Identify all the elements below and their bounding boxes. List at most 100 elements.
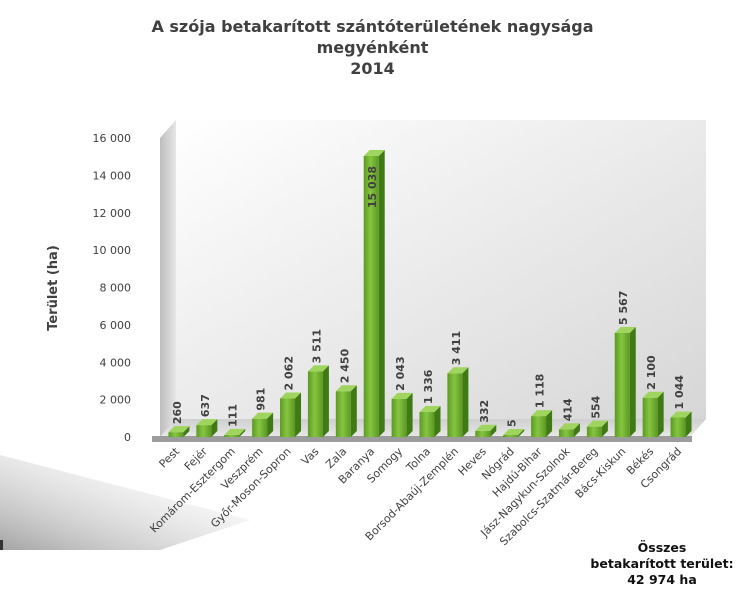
bar-front — [168, 432, 184, 437]
bar-side — [490, 424, 497, 437]
bar — [280, 392, 302, 437]
total-line-2: betakarított terület: — [590, 556, 734, 571]
bar — [503, 429, 525, 437]
data-label: 637 — [199, 394, 212, 417]
data-label: 2 062 — [283, 356, 296, 390]
data-label: 554 — [589, 395, 602, 418]
bar-side — [462, 367, 469, 437]
bar-front — [280, 398, 296, 437]
bar-top — [614, 326, 636, 333]
bar-front — [558, 429, 574, 437]
bar-side — [573, 423, 580, 437]
data-label: 414 — [561, 398, 574, 421]
bar — [335, 385, 357, 437]
data-labels: 260 637 111 981 2 062 3 511 2 450 15 038 2 043 1 … — [171, 166, 686, 427]
bar-side — [434, 406, 441, 437]
bar — [363, 149, 385, 438]
bar-front — [642, 397, 658, 437]
bar-top — [363, 149, 385, 156]
bar — [168, 426, 190, 437]
bar-side — [322, 365, 329, 437]
bar — [475, 424, 497, 437]
bar — [196, 419, 218, 437]
chart-title-line-1: A szója betakarított szántóterületének n… — [151, 17, 594, 36]
bar-front — [196, 425, 212, 437]
back-wall — [176, 120, 706, 419]
bar — [642, 391, 664, 437]
side-wall — [160, 120, 176, 437]
chart-title: A szója betakarított szántóterületének n… — [0, 16, 745, 79]
bar-top — [503, 429, 525, 435]
data-label: 981 — [255, 388, 268, 411]
bar-top — [168, 426, 190, 433]
y-tick-label: 12 000 — [93, 207, 132, 220]
bar-side — [685, 411, 692, 437]
bar-side — [267, 412, 274, 437]
bar-front — [224, 434, 240, 437]
y-tick-label: 0 — [124, 431, 131, 444]
y-tick-label: 14 000 — [93, 169, 132, 182]
category-label: Vas — [299, 445, 322, 468]
bar-front — [419, 412, 435, 437]
bar-top — [642, 391, 664, 398]
bar-front — [614, 332, 630, 437]
bar-side — [183, 426, 190, 437]
bar-front — [503, 435, 519, 437]
bar-top — [558, 423, 580, 430]
bar-top — [475, 424, 497, 431]
data-label: 260 — [171, 401, 184, 424]
data-label: 1 336 — [422, 369, 435, 404]
data-label: 2 450 — [338, 348, 351, 383]
bar-top — [224, 428, 246, 435]
data-label: 15 038 — [366, 166, 379, 208]
bar-front — [475, 430, 491, 437]
bar-side — [295, 392, 302, 437]
floor-front-edge — [152, 436, 692, 442]
data-label: 2 100 — [645, 355, 658, 390]
bars — [168, 149, 692, 438]
bar-top — [531, 410, 553, 417]
background-shadow — [0, 455, 250, 550]
bar — [307, 365, 329, 437]
total-area-note: Összes betakarított terület: 42 974 ha — [582, 540, 742, 588]
y-tick-label: 2 000 — [100, 394, 132, 407]
bar — [391, 392, 413, 437]
bar — [252, 412, 274, 437]
bar-side — [629, 326, 636, 437]
bar-side — [546, 410, 553, 437]
edge-mark — [0, 540, 3, 550]
bar — [531, 410, 553, 437]
bar-front — [252, 418, 268, 437]
data-label: 2 043 — [394, 356, 407, 390]
bar-top — [670, 411, 692, 418]
data-label: 332 — [478, 400, 491, 423]
bar-side — [211, 419, 218, 437]
bar-front — [586, 426, 602, 437]
data-label: 3 411 — [450, 331, 463, 365]
bar-top — [335, 385, 357, 392]
y-tick-label: 8 000 — [100, 282, 132, 295]
bar-top — [280, 392, 302, 399]
data-label: 3 511 — [310, 329, 323, 363]
y-tick-label: 10 000 — [93, 244, 132, 257]
bar-side — [378, 149, 385, 438]
bar-side — [350, 385, 357, 437]
bar-side — [518, 429, 525, 437]
data-label: 5 567 — [617, 291, 630, 325]
bar-top — [419, 406, 441, 413]
data-label: 5 — [506, 419, 519, 427]
chart-title-line-2: megyénként — [316, 38, 429, 57]
bar-side — [601, 420, 608, 437]
bar-side — [406, 392, 413, 437]
bar — [558, 423, 580, 437]
bar-front — [363, 155, 379, 438]
bar-top — [252, 412, 274, 419]
bar-front — [531, 416, 547, 437]
y-axis-label: Terület (ha) — [46, 245, 61, 331]
bar-top — [196, 419, 218, 426]
data-label: 111 — [227, 404, 240, 427]
bar — [670, 411, 692, 437]
total-line-1: Összes — [637, 540, 687, 555]
chart-title-line-3: 2014 — [350, 59, 395, 78]
